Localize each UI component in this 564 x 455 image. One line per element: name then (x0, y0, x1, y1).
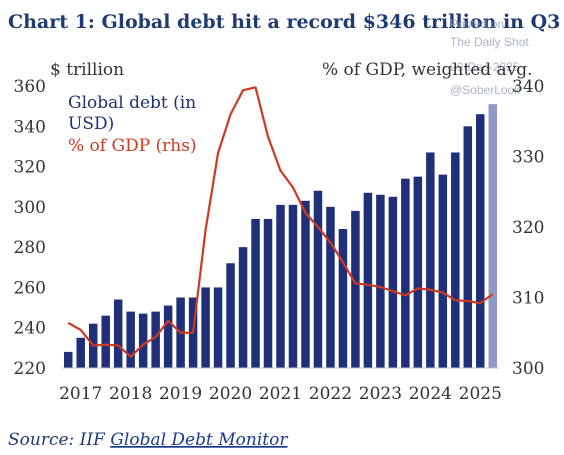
legend-gdp: % of GDP (rhs) (68, 136, 197, 156)
debt-bar (376, 194, 385, 368)
x-tick-label: 2022 (309, 384, 352, 404)
x-tick-label: 2017 (59, 384, 102, 404)
x-tick-label: 2018 (109, 384, 152, 404)
right-tick-label: 300 (512, 359, 544, 379)
debt-bar (64, 351, 73, 368)
debt-bar (438, 174, 448, 368)
watermark-line-2: The Daily Shot (450, 35, 529, 49)
debt-bar (401, 178, 410, 368)
left-tick-label: 360 (14, 77, 46, 97)
left-axis-ticks: 220 240 260 280 300 320 340 360 (14, 77, 46, 379)
debt-bar (113, 299, 123, 368)
debt-bar (251, 218, 260, 368)
left-tick-label: 260 (14, 278, 46, 298)
right-axis-unit: % of GDP, weighted avg. (322, 60, 533, 80)
x-tick-label: 2019 (159, 384, 202, 404)
debt-bar (238, 247, 248, 368)
debt-bar (363, 192, 373, 368)
source-link[interactable]: Global Debt Monitor (110, 430, 288, 450)
debt-bar (476, 114, 485, 368)
x-axis-ticks: 2017 2018 2019 2020 2021 2022 2023 2024 2025 (59, 384, 502, 404)
debt-bar (488, 104, 497, 368)
left-tick-label: 220 (14, 359, 46, 379)
debt-bar (163, 305, 173, 368)
debt-bar (451, 152, 460, 368)
debt-bar (301, 200, 310, 368)
debt-bar (213, 287, 223, 368)
debt-bar (313, 190, 323, 368)
debt-bar (276, 204, 285, 368)
debt-bar (388, 196, 398, 368)
watermark-line-4: @SoberLook (450, 83, 521, 97)
right-tick-label: 340 (512, 77, 544, 97)
debt-bar (226, 263, 235, 368)
x-tick-label: 2024 (409, 384, 452, 404)
debt-bar (76, 337, 85, 368)
debt-bar (263, 218, 273, 368)
left-tick-label: 300 (14, 198, 46, 218)
left-tick-label: 240 (14, 319, 46, 339)
debt-bar (413, 176, 423, 368)
legend-global-debt: Global debt (in USD) (68, 93, 196, 134)
debt-bar (201, 287, 210, 368)
left-tick-label: 340 (14, 117, 46, 137)
debt-bar (151, 311, 160, 368)
debt-bar (426, 152, 435, 368)
debt-bar (326, 206, 335, 368)
debt-bar (288, 204, 298, 368)
right-tick-label: 330 (512, 148, 544, 168)
watermark-line-1: Posted on (450, 17, 504, 31)
debt-bar (463, 126, 473, 368)
left-tick-label: 280 (14, 238, 46, 258)
source-note: Source: IIF Global Debt Monitor (8, 430, 288, 450)
debt-bar (101, 315, 110, 368)
debt-bar (126, 311, 135, 368)
left-axis-unit: $ trillion (50, 60, 124, 80)
debt-bar (138, 313, 148, 368)
debt-bars (64, 104, 497, 368)
left-tick-label: 320 (14, 158, 46, 178)
right-tick-label: 320 (512, 218, 544, 238)
right-axis-ticks: 300 310 320 330 340 (512, 77, 544, 379)
gdp-line (67, 86, 494, 358)
debt-bar (351, 210, 360, 368)
x-tick-label: 2021 (259, 384, 302, 404)
x-tick-label: 2023 (359, 384, 402, 404)
source-prefix: Source: IIF (8, 430, 110, 450)
x-tick-label: 2020 (209, 384, 252, 404)
x-tick-label: 2025 (459, 384, 502, 404)
watermark-line-3: 29-Dec-2025 (450, 60, 520, 74)
chart-title: Chart 1: Global debt hit a record $346 t… (8, 11, 564, 33)
right-tick-label: 310 (512, 289, 544, 309)
debt-bar (338, 229, 348, 368)
